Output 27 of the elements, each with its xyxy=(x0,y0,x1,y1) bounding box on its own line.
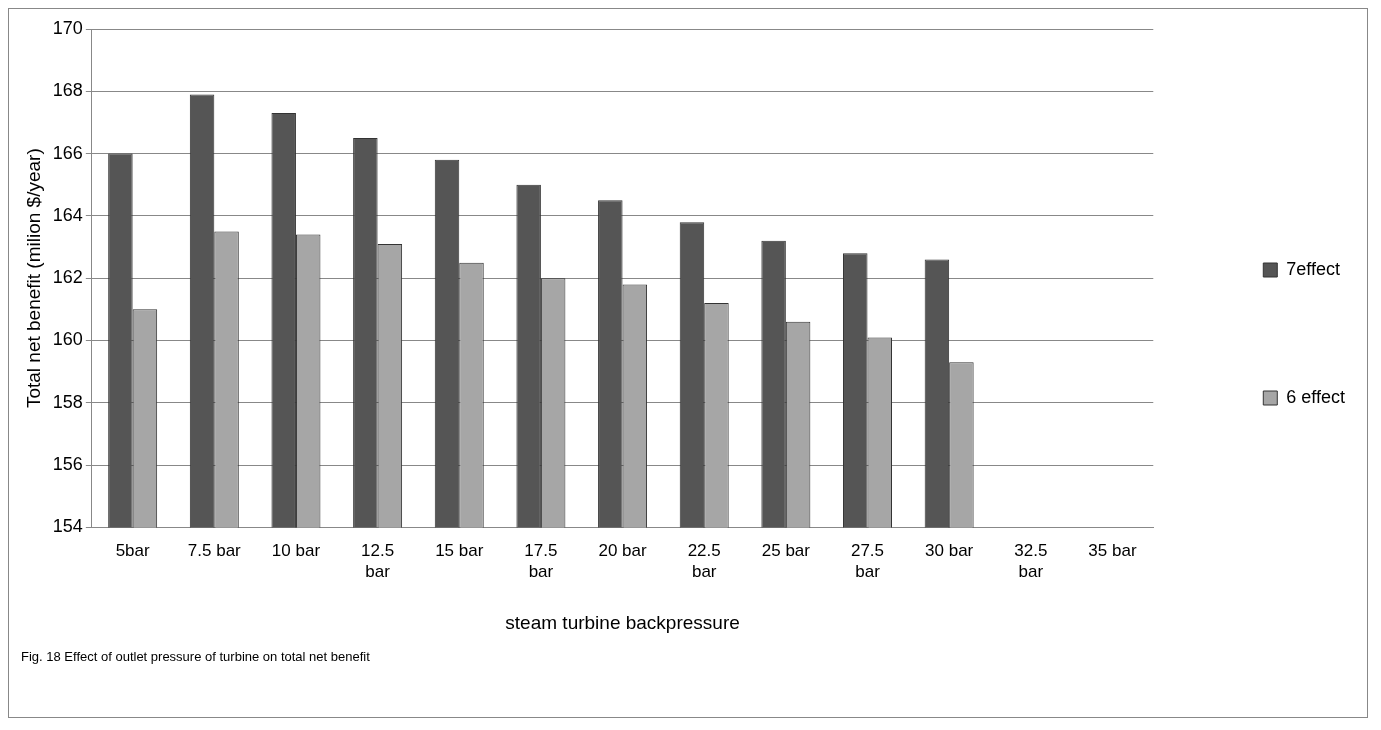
y-tick-label: 154 xyxy=(52,516,83,537)
y-tick-label: 156 xyxy=(52,454,83,475)
y-tick-label: 164 xyxy=(52,204,83,225)
y-axis-title: Total net benefit (milion $/year) xyxy=(22,148,44,409)
y-tick-label: 162 xyxy=(52,267,83,288)
legend-label: 7effect xyxy=(1286,258,1341,279)
x-tick-label: 7.5 bar xyxy=(187,541,242,561)
x-tick-label: 32.5 bar xyxy=(1014,541,1048,581)
y-tick-label: 166 xyxy=(52,142,83,163)
x-tick-label: 35 bar xyxy=(1088,541,1137,561)
x-tick-label: 22.5 bar xyxy=(687,541,721,581)
x-tick-label: 25 bar xyxy=(761,541,811,561)
x-tick-label: 30 bar xyxy=(925,541,974,561)
x-tick-label: 27.5 bar xyxy=(850,541,885,581)
caption: Fig. 18 Effect of outlet pressure of turbine on total net benefit xyxy=(21,649,371,664)
x-axis-title: steam turbine backpressure xyxy=(505,611,740,633)
x-tick-label: 12.5 bar xyxy=(361,541,395,581)
legend-label: 6 effect xyxy=(1286,386,1346,407)
y-tick-label: 160 xyxy=(52,329,83,350)
x-tick-label: 10 bar xyxy=(271,541,321,561)
y-tick-label: 168 xyxy=(52,80,83,101)
y-tick-label: 158 xyxy=(52,391,83,412)
y-tick-label: 170 xyxy=(52,17,83,38)
x-tick-label: 5bar xyxy=(115,541,151,561)
x-tick-label: 17.5 bar xyxy=(524,541,558,581)
x-tick-label: 15 bar xyxy=(435,541,484,561)
x-tick-label: 20 bar xyxy=(598,541,647,561)
